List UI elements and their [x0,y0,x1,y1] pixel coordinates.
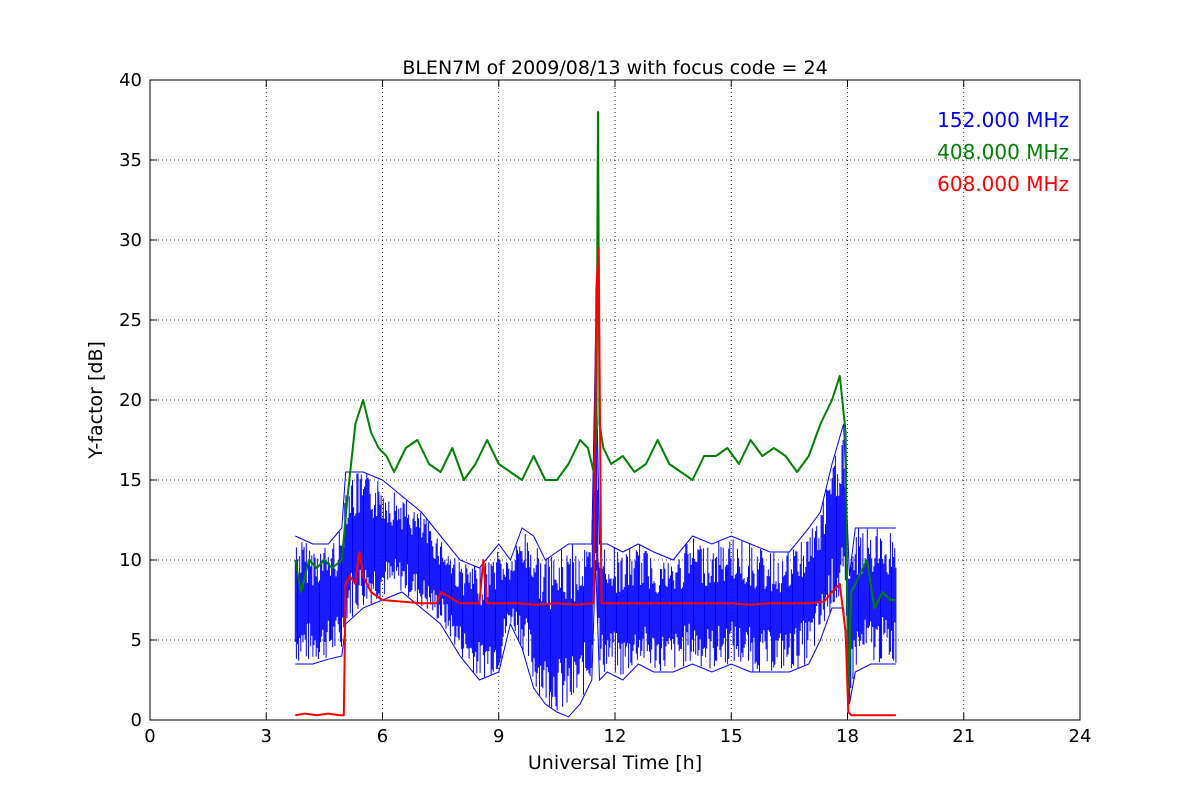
y-tick-label: 10 [119,550,142,571]
y-tick-label: 15 [119,470,142,491]
y-tick-label: 0 [131,710,142,731]
y-axis-label: Y-factor [dB] [85,341,107,460]
y-tick-label: 40 [119,70,142,91]
y-tick-label: 20 [119,390,142,411]
y-tick-label: 25 [119,310,142,331]
plot-area [294,111,897,718]
legend-entry: 152.000 MHz [937,108,1069,132]
y-tick-label: 5 [131,630,142,651]
x-tick-label: 9 [493,726,504,747]
x-tick-label: 0 [144,726,155,747]
x-tick-label: 21 [952,726,975,747]
x-axis-label: Universal Time [h] [528,752,702,774]
x-tick-label: 15 [720,726,743,747]
series-152-000-mhz-band [294,382,897,711]
x-tick-label: 18 [836,726,859,747]
legend: 152.000 MHz 408.000 MHz 608.000 MHz [937,108,1069,196]
x-tick-label: 6 [377,726,388,747]
legend-entry: 408.000 MHz [937,140,1069,164]
legend-entry: 608.000 MHz [937,172,1069,196]
ticks: 0 3 6 9 12 15 18 21 24 0 5 10 15 20 25 30 35 40 [119,70,1091,747]
series-152-000-mhz-low-envelope [295,559,896,718]
y-tick-label: 35 [119,150,142,171]
series-152-000-mhz-high-envelope [295,335,896,577]
series-608-000-mhz-line [295,247,896,717]
chart-title: BLEN7M of 2009/08/13 with focus code = 2… [402,57,827,79]
x-tick-label: 12 [604,726,627,747]
x-tick-label: 24 [1069,726,1092,747]
x-tick-label: 3 [261,726,272,747]
y-tick-label: 30 [119,230,142,251]
